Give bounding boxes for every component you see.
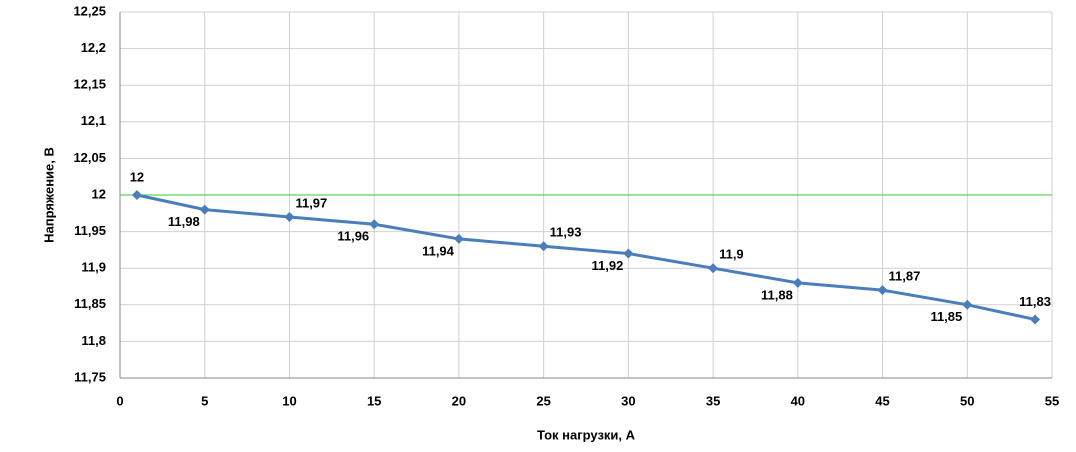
data-label: 11,98 <box>168 214 200 229</box>
y-tick-label: 12,05 <box>73 150 106 165</box>
y-tick-label: 11,75 <box>74 369 106 384</box>
x-axis-title: Ток нагрузки, А <box>537 427 636 442</box>
y-tick-label: 12,15 <box>73 77 106 92</box>
point <box>369 219 380 230</box>
data-label: 11,96 <box>337 229 369 244</box>
y-tick-label: 11,8 <box>81 333 106 348</box>
x-tick-label: 0 <box>116 393 123 408</box>
x-tick-label: 30 <box>621 393 635 408</box>
y-tick-label: 12 <box>92 186 106 201</box>
data-label: 11,88 <box>761 287 793 302</box>
x-tick-label: 55 <box>1045 393 1059 408</box>
data-label: 11,92 <box>592 258 624 273</box>
data-label: 11,97 <box>295 195 327 210</box>
data-label: 11,93 <box>550 225 582 240</box>
x-tick-label: 5 <box>201 393 208 408</box>
point <box>877 285 888 296</box>
x-tick-label: 15 <box>367 393 381 408</box>
point <box>962 299 973 310</box>
data-label: 11,87 <box>889 269 921 284</box>
x-tick-label: 20 <box>452 393 466 408</box>
point <box>538 241 549 252</box>
point <box>199 204 210 215</box>
data-label: 12 <box>130 169 144 184</box>
point <box>284 211 295 222</box>
point <box>623 248 634 259</box>
point <box>453 233 464 244</box>
point <box>708 263 719 274</box>
x-tick-label: 45 <box>875 393 889 408</box>
data-label: 11,83 <box>1019 294 1051 309</box>
y-tick-label: 11,85 <box>74 296 106 311</box>
x-tick-label: 25 <box>536 393 550 408</box>
series-line <box>136 193 1036 321</box>
y-tick-label: 12,2 <box>81 40 106 55</box>
x-tick-label: 35 <box>706 393 720 408</box>
y-tick-label: 11,95 <box>74 223 106 238</box>
y-tick-label: 11,9 <box>81 260 106 275</box>
x-tick-label: 10 <box>282 393 296 408</box>
point <box>1030 314 1041 325</box>
data-label: 11,94 <box>422 243 455 258</box>
point <box>792 277 803 288</box>
data-label: 11,85 <box>930 309 962 324</box>
y-tick-label: 12,1 <box>81 113 106 128</box>
x-tick-label: 50 <box>960 393 974 408</box>
data-label: 11,9 <box>719 247 744 262</box>
y-axis-title: Напряжение, В <box>41 147 56 243</box>
point <box>131 190 142 200</box>
x-tick-label: 40 <box>791 393 805 408</box>
y-tick-label: 12,25 <box>73 3 106 18</box>
